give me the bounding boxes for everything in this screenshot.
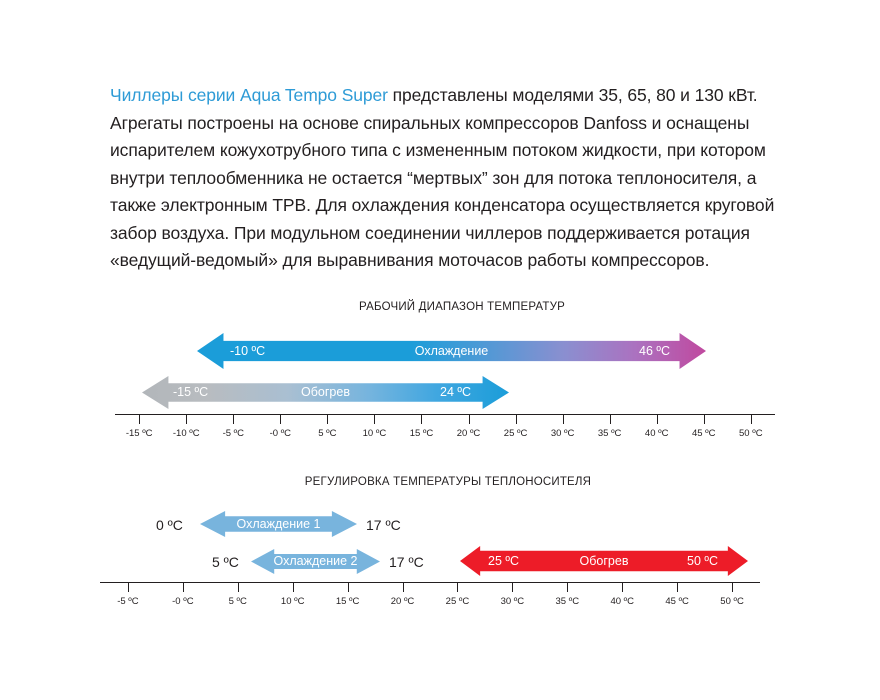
arrow-heating-body: -15 ºC Обогрев 24 ºC [142,376,509,409]
temperature-axis-coolant-control: -5 ºC -0 ºC 5 ºC 10 ºC 15 ºC 20 ºC 25 ºC 30 ºC 3… [100,582,760,612]
axis-tick [127,582,129,592]
arrow-heating-coolant-body: 25 ºC Обогрев 50 ºC [460,546,748,576]
arrow-cooling-2-label: Охлаждение 2 [273,554,358,569]
axis-tick [186,414,188,424]
product-series-highlight: Чиллеры серии Aqua Tempo Super [110,85,388,105]
axis-tick-label: 50 ºC [720,596,744,607]
axis-tick [374,414,376,424]
arrow-heating-end-label: 24 ºC [440,385,471,400]
chart-title-operating-range: РАБОЧИЙ ДИАПАЗОН ТЕМПЕРАТУР [358,301,566,313]
axis-tick-label: 45 ºC [665,596,689,607]
arrow-cooling-1-label: Охлаждение 1 [236,516,321,531]
axis-tick [347,582,349,592]
axis-tick [468,414,470,424]
cooling1-end-label: 17 ºC [366,517,401,533]
axis-line [115,414,775,415]
axis-tick [237,582,239,592]
axis-tick [182,582,184,592]
intro-body-text: представлены моделями 35, 65, 80 и 130 к… [110,85,775,270]
axis-tick-label: -5 ºC [222,428,244,439]
axis-tick [292,582,294,592]
axis-tick-label: 15 ºC [335,596,360,607]
arrow-cooling-1-body: Охлаждение 1 [200,511,357,537]
arrow-cooling-operating-range: -10 ºC Охлаждение 46 ºC [197,333,706,369]
intro-paragraph: Чиллеры серии Aqua Tempo Super представл… [110,82,782,275]
axis-tick-label: 40 ºC [610,596,634,607]
cooling1-start-label: 0 ºC [156,517,183,533]
arrow-heating-coolant: 25 ºC Обогрев 50 ºC [460,546,748,576]
arrow-cooling-start-label: -10 ºC [230,343,266,358]
arrow-heating-coolant-start-label: 25 ºC [488,553,519,568]
axis-tick-label: 10 ºC [362,428,387,439]
axis-tick-label: 40 ºC [644,428,669,439]
axis-tick-label: 30 ºC [550,428,575,439]
cooling2-start-label: 5 ºC [212,554,239,570]
axis-tick-label: 35 ºC [555,596,580,607]
arrow-cooling-2: Охлаждение 2 [251,549,380,574]
axis-tick-label: -15 ºC [125,428,153,439]
arrow-cooling-label: Охлаждение [414,343,489,358]
chart-title-coolant-control: РЕГУЛИРОВКА ТЕМПЕРАТУРЫ ТЕПЛОНОСИТЕЛЯ [304,476,592,488]
axis-tick [515,414,517,424]
axis-tick-label: 50 ºC [739,428,763,439]
axis-tick [512,582,514,592]
arrow-cooling-end-label: 46 ºC [639,343,670,358]
axis-tick-label: 5 ºC [228,596,247,607]
axis-tick-label: 25 ºC [503,428,528,439]
arrow-heating-coolant-label: Обогрев [579,553,629,568]
arrow-heating-coolant-end-label: 50 ºC [687,553,718,568]
axis-tick [139,414,141,424]
axis-tick-label: -0 ºC [269,428,292,439]
axis-tick-label: 45 ºC [691,428,716,439]
arrow-cooling-2-body: Охлаждение 2 [251,549,380,574]
axis-tick [732,582,734,592]
arrow-cooling-1: Охлаждение 1 [200,511,357,537]
axis-line [100,582,760,583]
axis-tick-label: 15 ºC [409,428,434,439]
axis-tick [609,414,611,424]
axis-tick-label: 20 ºC [456,428,481,439]
arrow-heating-start-label: -15 ºC [173,385,209,400]
axis-tick [567,582,569,592]
axis-tick [750,414,752,424]
cooling2-end-label: 17 ºC [389,554,424,570]
axis-tick [562,414,564,424]
arrow-heating-operating-range: -15 ºC Обогрев 24 ºC [142,376,509,409]
axis-tick-label: -5 ºC [117,596,139,607]
axis-tick-label: 10 ºC [280,596,305,607]
arrow-cooling-body: -10 ºC Охлаждение 46 ºC [197,333,706,369]
axis-tick-label: 25 ºC [445,596,470,607]
axis-tick [327,414,329,424]
axis-tick [622,582,624,592]
arrow-heating-label: Обогрев [301,385,350,400]
axis-tick [703,414,705,424]
axis-tick-label: -0 ºC [172,596,194,607]
axis-tick [656,414,658,424]
axis-tick [280,414,282,424]
temperature-axis-operating-range: -15 ºC -10 ºC -5 ºC -0 ºC 5 ºC 10 ºC 15 ºC 20 º… [115,414,775,444]
axis-tick-label: 35 ºC [597,428,622,439]
axis-tick-label: 30 ºC [500,596,525,607]
axis-tick-label: -10 ºC [172,428,200,439]
axis-tick-label: 5 ºC [318,428,337,439]
axis-tick [421,414,423,424]
axis-tick [677,582,679,592]
axis-tick [402,582,404,592]
axis-tick [457,582,459,592]
axis-tick-label: 20 ºC [390,596,415,607]
axis-tick [233,414,235,424]
